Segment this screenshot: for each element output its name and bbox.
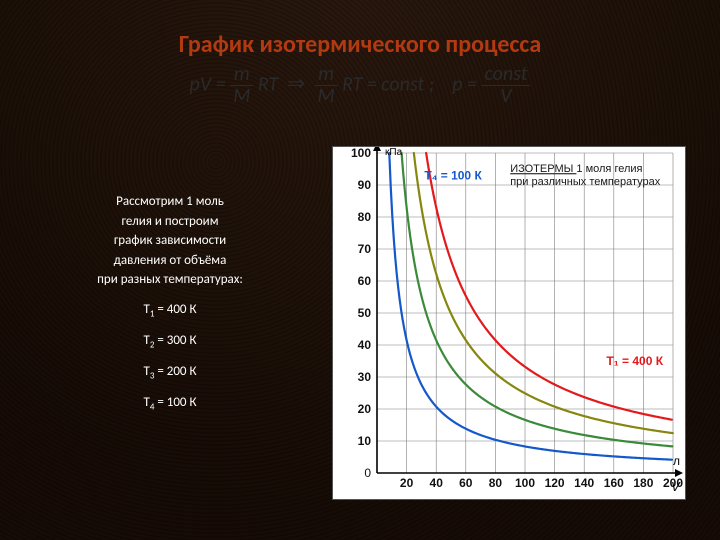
svg-text:T₄ = 100 К: T₄ = 100 К (424, 168, 482, 182)
frac-m-M-2: m M (315, 64, 338, 107)
svg-text:100: 100 (515, 476, 535, 490)
svg-text:л: л (673, 454, 680, 468)
svg-text:40: 40 (358, 338, 372, 352)
svg-text:80: 80 (489, 476, 503, 490)
implies-arrow: ⇒ (287, 69, 305, 96)
svg-text:140: 140 (574, 476, 594, 490)
intro-line: давления от объёма (114, 253, 227, 268)
intro-line: Рассмотрим 1 моль (116, 194, 224, 209)
svg-text:T₁ = 400 К: T₁ = 400 К (606, 354, 663, 368)
svg-text:60: 60 (459, 476, 473, 490)
svg-text:10: 10 (358, 434, 372, 448)
svg-text:70: 70 (358, 242, 372, 256)
svg-text:90: 90 (358, 178, 372, 192)
intro-line: при разных температурах: (97, 272, 243, 287)
svg-text:180: 180 (633, 476, 653, 490)
svg-text:60: 60 (358, 274, 372, 288)
svg-text:кПа: кПа (385, 147, 403, 158)
svg-text:V: V (671, 479, 681, 494)
svg-text:50: 50 (358, 306, 372, 320)
eq-pv: pV = (190, 72, 226, 96)
svg-text:0: 0 (364, 466, 371, 480)
svg-text:30: 30 (358, 370, 372, 384)
svg-text:160: 160 (604, 476, 624, 490)
svg-text:20: 20 (358, 402, 372, 416)
frac-const-V: const V (481, 64, 530, 107)
side-description: Рассмотрим 1 моль гелия и построим графи… (65, 192, 275, 414)
isotherm-chart: T₁ = 400 КT₄ = 100 К20406080100120140160… (332, 146, 686, 500)
svg-text:при различных температурах: при различных температурах (510, 176, 661, 188)
svg-text:ИЗОТЕРМЫ 1 моля гелия: ИЗОТЕРМЫ 1 моля гелия (510, 163, 642, 175)
ideal-gas-equations: pV = m M RT ⇒ m M RT = const ; p = const… (0, 64, 720, 107)
intro-line: график зависимости (114, 233, 226, 248)
temp-line: T1 = 400 К (65, 300, 275, 321)
svg-text:100: 100 (351, 147, 371, 160)
page-title: График изотермического процесса (0, 30, 720, 59)
svg-text:120: 120 (545, 476, 565, 490)
temp-line: T4 = 100 К (65, 393, 275, 414)
temp-line: T2 = 300 К (65, 331, 275, 352)
frac-m-M-1: m M (230, 64, 253, 107)
svg-text:40: 40 (430, 476, 444, 490)
svg-text:80: 80 (358, 210, 372, 224)
intro-line: гелия и построим (122, 214, 219, 229)
eq-p-eq: p = (452, 72, 477, 96)
eq-RT: RT (258, 72, 278, 96)
temp-line: T3 = 200 К (65, 362, 275, 383)
eq-const: RT = const ; (342, 72, 434, 96)
svg-text:20: 20 (400, 476, 414, 490)
